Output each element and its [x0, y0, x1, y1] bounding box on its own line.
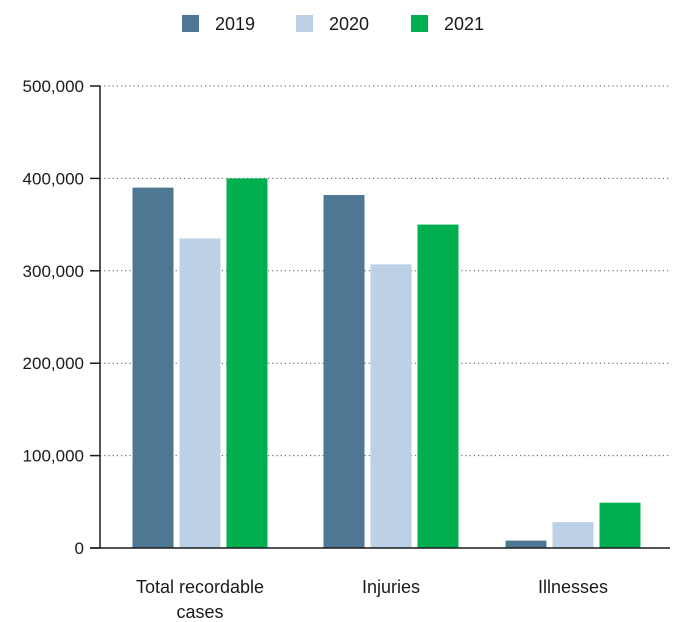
- bar-2021: [226, 178, 268, 548]
- y-tick-label: 0: [75, 539, 84, 558]
- bar-2019: [323, 195, 365, 549]
- bars: [132, 178, 641, 549]
- legend-label: 2019: [215, 14, 255, 34]
- y-tick-label: 400,000: [23, 169, 84, 188]
- x-tick-label: Injuries: [362, 577, 420, 597]
- gridlines: [100, 85, 670, 457]
- y-tick-label: 300,000: [23, 262, 84, 281]
- legend-label: 2021: [444, 14, 484, 34]
- bar-2020: [552, 522, 594, 548]
- legend: 2019 2020 2021: [182, 14, 484, 34]
- x-axis: Total recordable cases Injuries Illnesses: [90, 547, 670, 622]
- y-tick-label: 200,000: [23, 354, 84, 373]
- legend-swatch: [182, 15, 199, 32]
- x-tick-label: Total recordable: [136, 577, 264, 597]
- legend-swatch: [411, 15, 428, 32]
- bar-2019: [505, 540, 547, 548]
- legend-swatch: [296, 15, 313, 32]
- x-tick-label: cases: [176, 602, 223, 622]
- y-tick-label: 500,000: [23, 77, 84, 96]
- y-axis: 0 100,000 200,000 300,000 400,000 500,000: [23, 77, 101, 558]
- bar-2020: [370, 264, 412, 548]
- bar-2021: [417, 224, 459, 548]
- bar-2021: [599, 502, 641, 548]
- legend-label: 2020: [329, 14, 369, 34]
- bar-2020: [179, 238, 221, 548]
- y-tick-label: 100,000: [23, 447, 84, 466]
- x-tick-label: Illnesses: [538, 577, 608, 597]
- bar-2019: [132, 187, 174, 548]
